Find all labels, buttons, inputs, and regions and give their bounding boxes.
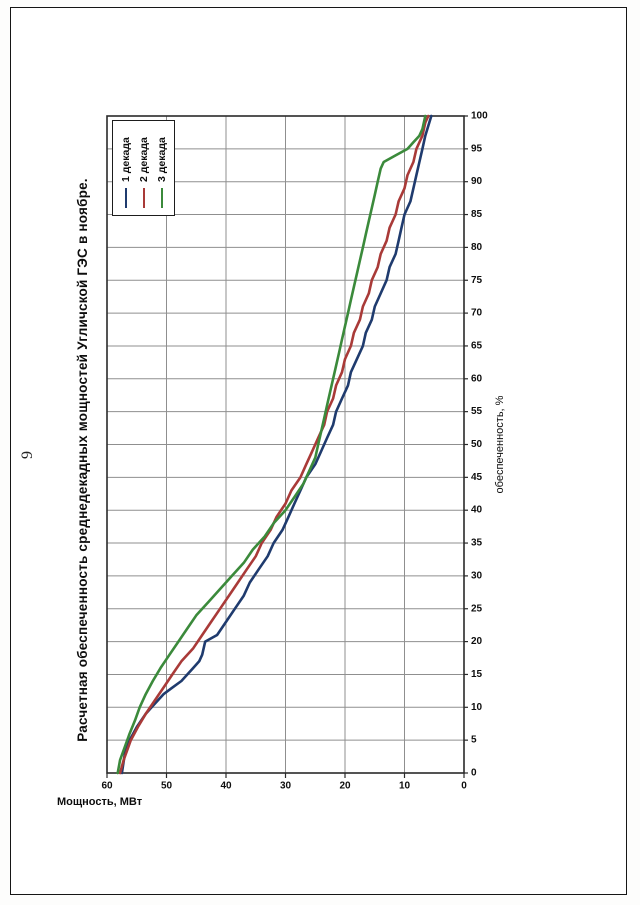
x-tick-label: 90 bbox=[471, 176, 483, 187]
x-tick-label: 65 bbox=[471, 340, 483, 351]
legend-label-2: 2 декада bbox=[137, 137, 150, 182]
x-axis-title: обеспеченность, % bbox=[494, 395, 506, 493]
legend-item-decade-1: 1 декада bbox=[118, 127, 133, 208]
y-tick-label: 0 bbox=[461, 781, 467, 792]
legend-line-swatch-3 bbox=[160, 188, 163, 208]
axis-ticks: 0 5 10 15 20 25 30 35 40 45 50 55 60 65 70 75 80 85 90 95 10… bbox=[101, 111, 488, 792]
series-line-1 bbox=[120, 114, 433, 775]
x-tick-label: 45 bbox=[471, 472, 483, 483]
x-tick-label: 40 bbox=[471, 505, 483, 516]
x-tick-label: 55 bbox=[471, 406, 483, 417]
legend-label-1: 1 декада bbox=[119, 137, 132, 182]
page-number: 9 bbox=[19, 451, 36, 459]
x-tick-label: 20 bbox=[471, 636, 483, 647]
x-tick-label: 30 bbox=[471, 570, 483, 581]
x-tick-label: 75 bbox=[471, 275, 483, 286]
y-axis-title: Мощность, МВт bbox=[57, 796, 143, 808]
x-tick-label: 35 bbox=[471, 538, 483, 549]
legend-item-decade-2: 2 декада bbox=[136, 127, 151, 208]
x-tick-label: 0 bbox=[471, 768, 477, 779]
x-tick-label: 10 bbox=[471, 702, 483, 713]
y-tick-label: 60 bbox=[101, 781, 113, 792]
x-tick-label: 15 bbox=[471, 669, 483, 680]
legend-label-3: 3 декада bbox=[155, 137, 168, 182]
duration-curve-plot: 0 5 10 15 20 25 30 35 40 45 50 55 60 65 70 75 80 85 90 95 10… bbox=[57, 111, 506, 809]
series-line-2 bbox=[118, 114, 430, 775]
series-line-3 bbox=[116, 114, 427, 775]
x-tick-label: 95 bbox=[471, 143, 483, 154]
x-tick-label: 60 bbox=[471, 373, 483, 384]
y-tick-label: 50 bbox=[161, 781, 173, 792]
y-tick-label: 20 bbox=[339, 781, 351, 792]
x-tick-label: 100 bbox=[471, 111, 488, 122]
y-tick-label: 30 bbox=[280, 781, 292, 792]
x-tick-label: 25 bbox=[471, 603, 483, 614]
x-tick-label: 5 bbox=[471, 735, 477, 746]
y-tick-label: 40 bbox=[220, 781, 232, 792]
x-tick-label: 50 bbox=[471, 439, 483, 450]
legend-item-decade-3: 3 декада bbox=[154, 127, 169, 208]
chart-container: Расчетная обеспеченность среднедекадных … bbox=[55, 110, 515, 810]
x-tick-label: 85 bbox=[471, 209, 483, 220]
legend: 1 декада 2 декада 3 декада bbox=[112, 120, 175, 216]
y-tick-label: 10 bbox=[399, 781, 411, 792]
x-tick-label: 80 bbox=[471, 242, 483, 253]
legend-line-swatch-1 bbox=[124, 188, 127, 208]
legend-line-swatch-2 bbox=[142, 188, 145, 208]
x-tick-label: 70 bbox=[471, 308, 483, 319]
